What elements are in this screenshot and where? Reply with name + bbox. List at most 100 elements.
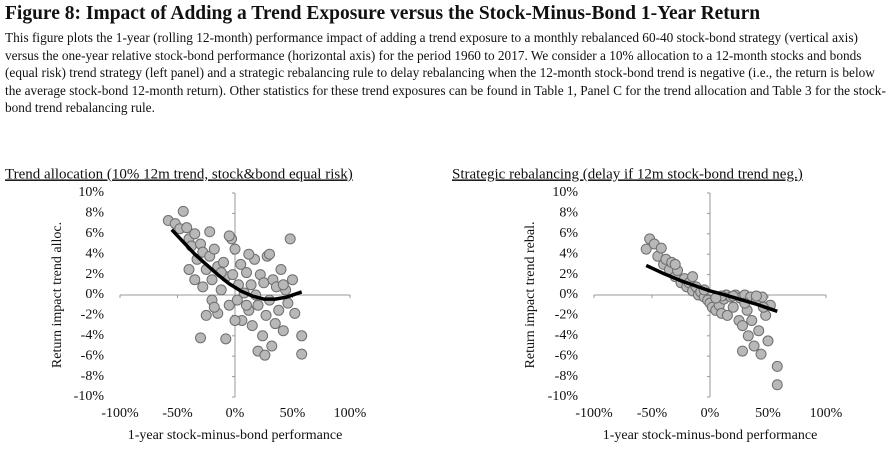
x-tick-label: 0% (226, 406, 245, 421)
y-tick-label: -10% (548, 389, 579, 404)
y-tick-label: -6% (555, 348, 579, 363)
scatter-point (748, 340, 760, 352)
y-tick-label: 6% (559, 226, 578, 241)
x-tick-label: 0% (701, 406, 720, 421)
scatter-point (296, 348, 308, 360)
scatter-point (181, 222, 193, 234)
scatter-point (257, 330, 269, 342)
scatter-point (227, 269, 239, 281)
scatter-point (260, 309, 272, 321)
x-tick-label: 100% (810, 406, 843, 421)
y-tick-label: 4% (559, 246, 578, 261)
chart-title: Trend allocation (10% 12m trend, stock&b… (5, 166, 353, 182)
scatter-point (246, 320, 258, 332)
y-tick-label: -4% (555, 328, 579, 343)
scatter-point (269, 318, 281, 330)
scatter-point (687, 271, 699, 283)
scatter-point (223, 230, 235, 242)
scatter-point (243, 248, 255, 260)
x-axis-label: 1-year stock-minus-bond performance (603, 428, 818, 443)
scatter-point (206, 274, 218, 286)
scatter-point (640, 243, 652, 255)
scatter-point (195, 332, 206, 344)
y-tick-label: -8% (81, 369, 105, 384)
x-tick-label: -50% (637, 406, 668, 421)
chart-title: Strategic rebalancing (delay if 12m stoc… (452, 166, 803, 182)
y-tick-label: -10% (74, 389, 105, 404)
y-tick-label: 10% (78, 185, 104, 200)
scatter-point (258, 277, 270, 289)
scatter-point (241, 299, 252, 311)
y-tick-label: 4% (85, 246, 104, 261)
x-axis-label: 1-year stock-minus-bond performance (128, 428, 343, 443)
scatter-point (229, 315, 241, 326)
fit-line (170, 228, 303, 301)
y-tick-label: -8% (555, 369, 579, 384)
caption: This figure plots the 1-year (rolling 12… (5, 30, 886, 116)
scatter-point (771, 379, 783, 391)
scatter-point (669, 258, 681, 270)
x-tick-label: 100% (334, 406, 367, 421)
y-tick-label: 8% (85, 206, 104, 221)
x-tick-label: -50% (162, 406, 193, 421)
scatter-point (655, 242, 667, 254)
scatter-point (189, 274, 201, 286)
y-tick-label: -4% (81, 328, 105, 343)
x-tick-label: -100% (101, 406, 139, 421)
scatter-point (721, 309, 733, 321)
scatter-point (750, 290, 762, 302)
scatter-point (245, 279, 257, 291)
x-tick-label: 50% (280, 406, 306, 421)
y-tick-label: 6% (85, 226, 104, 241)
scatter-point (284, 233, 296, 245)
scatter-point (189, 228, 201, 240)
scatter-point (231, 294, 243, 306)
scatter-point (220, 333, 232, 345)
y-tick-label: 0% (559, 287, 578, 302)
y-tick-label: 2% (85, 267, 104, 282)
scatter-point (266, 340, 278, 352)
y-tick-label: -2% (555, 308, 579, 323)
scatter-point (282, 297, 294, 309)
scatter-point (215, 284, 227, 296)
scatter-point (204, 226, 216, 238)
scatter-point (277, 325, 289, 337)
scatter-point (277, 279, 289, 291)
scatter-point (218, 256, 229, 268)
scatter-point (762, 335, 774, 347)
scatter-point (296, 330, 308, 342)
scatter-point (736, 320, 748, 332)
scatter-point (200, 309, 212, 321)
scatter-point (287, 274, 298, 286)
scatter-point (183, 264, 195, 275)
scatter-point (289, 307, 301, 319)
scatter-point (264, 248, 275, 260)
y-axis-label: Return impact trend alloc. (50, 222, 65, 368)
scatter-point (223, 299, 235, 311)
y-axis-label: Return impact trend rebal. (523, 222, 538, 369)
scatter-point (197, 281, 209, 293)
y-tick-label: 8% (559, 206, 578, 221)
scatter-point (736, 345, 748, 357)
scatter-point (727, 301, 739, 313)
scatter-point (753, 325, 765, 337)
scatter-point (208, 301, 220, 313)
x-tick-label: 50% (755, 406, 781, 421)
scatter-point (241, 267, 252, 279)
scatter-point (746, 315, 758, 326)
scatter-point (208, 243, 220, 255)
y-tick-label: -6% (81, 348, 105, 363)
y-tick-label: 0% (85, 287, 104, 302)
y-tick-label: 10% (552, 185, 578, 200)
scatter-point (742, 330, 754, 342)
fit-line (645, 263, 778, 313)
scatter-point (275, 264, 287, 275)
scatter-point (273, 304, 285, 316)
scatter-point (755, 348, 767, 360)
scatter-point (229, 243, 241, 255)
x-tick-label: -100% (575, 406, 613, 421)
y-tick-label: 2% (559, 267, 578, 282)
scatter-point (259, 349, 271, 361)
